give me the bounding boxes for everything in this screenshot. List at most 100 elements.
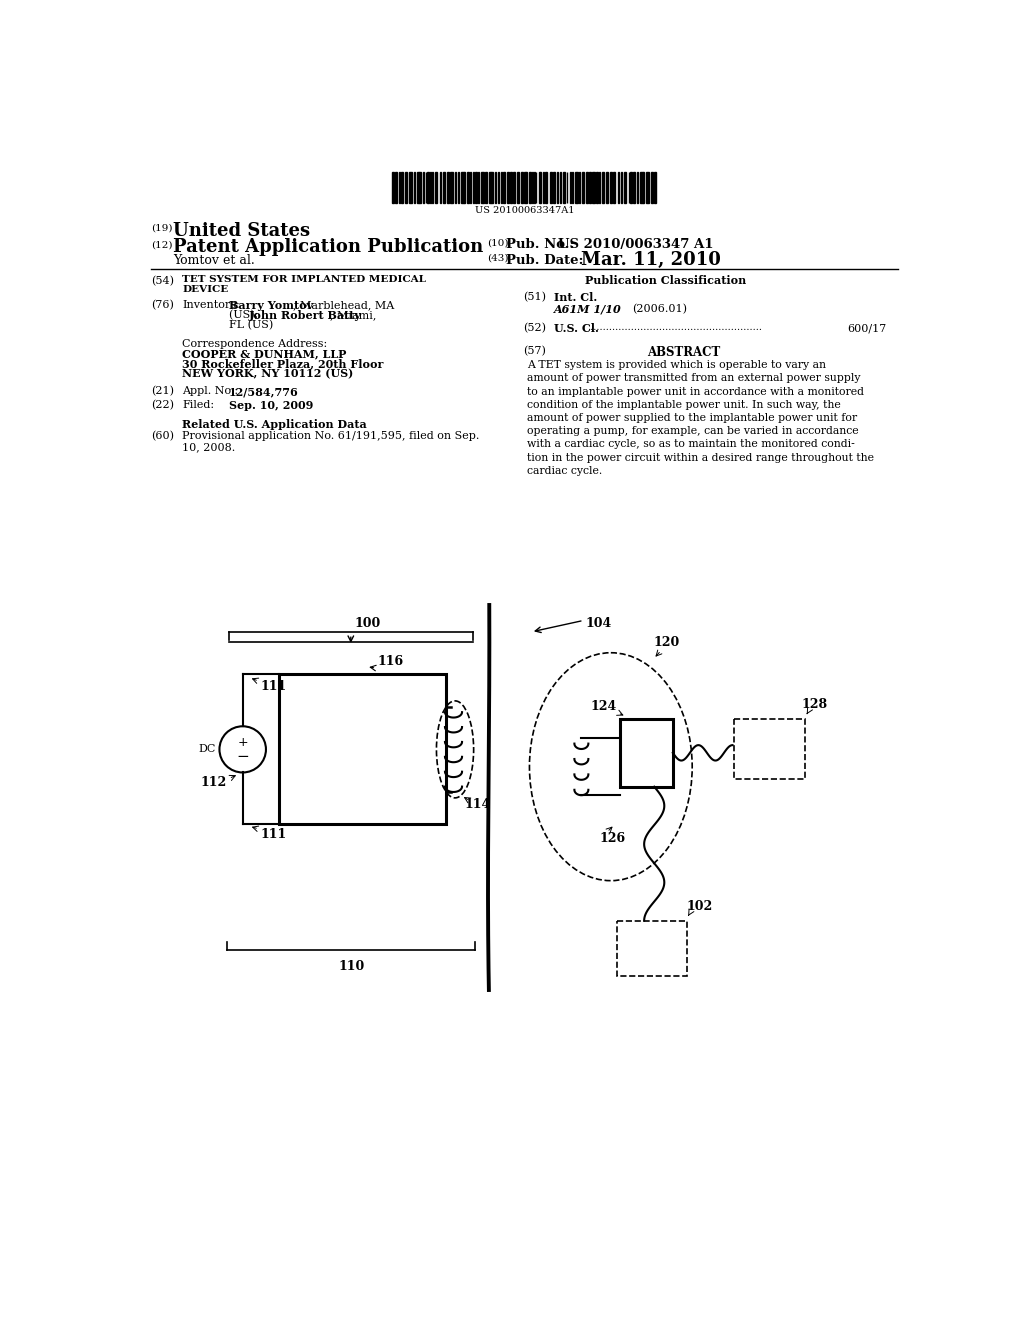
Bar bbox=[473, 172, 474, 203]
Text: A61M 1/10: A61M 1/10 bbox=[554, 304, 622, 315]
Bar bbox=[517, 172, 519, 203]
Text: U.S. Cl.: U.S. Cl. bbox=[554, 323, 599, 334]
Bar bbox=[420, 172, 421, 203]
Text: (21): (21) bbox=[152, 387, 174, 396]
Bar bbox=[470, 172, 471, 203]
Text: 600/17: 600/17 bbox=[847, 323, 887, 333]
Bar bbox=[423, 172, 424, 203]
Bar bbox=[280, 675, 445, 825]
Bar bbox=[439, 172, 441, 203]
Text: Inventors:: Inventors: bbox=[182, 300, 240, 310]
Text: (60): (60) bbox=[152, 430, 174, 441]
Text: 100: 100 bbox=[354, 618, 381, 631]
Text: (19): (19) bbox=[152, 224, 173, 232]
Bar bbox=[610, 172, 612, 203]
Text: DEVICE: DEVICE bbox=[182, 285, 228, 294]
Text: US 2010/0063347 A1: US 2010/0063347 A1 bbox=[558, 239, 714, 252]
Bar bbox=[510, 172, 512, 203]
Text: −: − bbox=[237, 748, 249, 764]
Text: , Marblehead, MA: , Marblehead, MA bbox=[293, 300, 394, 310]
Text: 126: 126 bbox=[599, 832, 626, 845]
Bar bbox=[467, 172, 469, 203]
Bar bbox=[475, 172, 477, 203]
Text: Pub. No.:: Pub. No.: bbox=[506, 239, 574, 252]
Bar bbox=[734, 719, 805, 779]
Text: Appl. No.:: Appl. No.: bbox=[182, 387, 239, 396]
Text: Publication Classification: Publication Classification bbox=[586, 276, 746, 286]
Bar bbox=[545, 172, 547, 203]
Bar bbox=[606, 172, 607, 203]
Bar bbox=[613, 172, 615, 203]
Text: Filed:: Filed: bbox=[182, 400, 214, 411]
Bar bbox=[400, 172, 403, 203]
Bar bbox=[586, 172, 589, 203]
Text: 114: 114 bbox=[464, 797, 490, 810]
Text: ABSTRACT: ABSTRACT bbox=[647, 346, 721, 359]
Text: 30 Rockefeller Plaza, 20th Floor: 30 Rockefeller Plaza, 20th Floor bbox=[182, 359, 384, 370]
Text: John Robert Batty: John Robert Batty bbox=[249, 310, 361, 321]
Text: Yomtov et al.: Yomtov et al. bbox=[173, 253, 255, 267]
Text: (43): (43) bbox=[486, 253, 508, 263]
Bar bbox=[481, 172, 483, 203]
Text: +: + bbox=[238, 737, 248, 748]
Bar bbox=[651, 172, 652, 203]
Text: (54): (54) bbox=[152, 276, 174, 285]
Bar bbox=[404, 172, 407, 203]
Text: ........................................................: ........................................… bbox=[587, 323, 762, 333]
Text: 111: 111 bbox=[260, 829, 287, 841]
Text: (2006.01): (2006.01) bbox=[632, 304, 687, 314]
Bar bbox=[630, 172, 632, 203]
Bar bbox=[477, 172, 479, 203]
Text: 111: 111 bbox=[260, 681, 287, 693]
Bar bbox=[646, 172, 649, 203]
Text: Provisional application No. 61/191,595, filed on Sep.
10, 2008.: Provisional application No. 61/191,595, … bbox=[182, 430, 479, 453]
Bar bbox=[410, 172, 412, 203]
Text: Pub. Date:: Pub. Date: bbox=[506, 253, 584, 267]
Bar bbox=[427, 172, 429, 203]
Text: (US);: (US); bbox=[228, 310, 261, 321]
Bar bbox=[461, 172, 464, 203]
Bar bbox=[528, 172, 531, 203]
Text: (12): (12) bbox=[152, 240, 173, 249]
Text: 102: 102 bbox=[687, 900, 713, 913]
Bar bbox=[492, 172, 493, 203]
Text: US 20100063347A1: US 20100063347A1 bbox=[475, 206, 574, 215]
Text: 128: 128 bbox=[802, 698, 827, 711]
Text: DC: DC bbox=[199, 744, 216, 754]
Bar bbox=[394, 172, 397, 203]
Bar bbox=[443, 172, 445, 203]
Bar bbox=[583, 172, 584, 203]
Text: , Miami,: , Miami, bbox=[330, 310, 376, 319]
Text: (51): (51) bbox=[523, 293, 546, 302]
Text: (22): (22) bbox=[152, 400, 174, 411]
Bar bbox=[489, 172, 490, 203]
Bar bbox=[550, 172, 552, 203]
Bar bbox=[503, 172, 506, 203]
Bar bbox=[521, 172, 523, 203]
Text: Sep. 10, 2009: Sep. 10, 2009 bbox=[228, 400, 313, 412]
Bar bbox=[501, 172, 503, 203]
Bar bbox=[391, 172, 394, 203]
Bar bbox=[633, 172, 635, 203]
Text: (57): (57) bbox=[523, 346, 546, 356]
Text: (52): (52) bbox=[523, 323, 546, 334]
Bar bbox=[563, 172, 565, 203]
Text: 110: 110 bbox=[338, 961, 365, 973]
Bar bbox=[601, 172, 604, 203]
Bar bbox=[575, 172, 578, 203]
Bar bbox=[498, 172, 500, 203]
Text: 112: 112 bbox=[201, 776, 227, 789]
Text: Related U.S. Application Data: Related U.S. Application Data bbox=[182, 420, 367, 430]
Text: United States: United States bbox=[173, 222, 310, 239]
Bar bbox=[624, 172, 627, 203]
Text: TET SYSTEM FOR IMPLANTED MEDICAL: TET SYSTEM FOR IMPLANTED MEDICAL bbox=[182, 276, 426, 284]
Bar bbox=[617, 921, 687, 977]
Text: 104: 104 bbox=[586, 616, 611, 630]
Bar bbox=[589, 172, 592, 203]
Bar bbox=[617, 172, 620, 203]
Bar bbox=[417, 172, 419, 203]
Text: FL (US): FL (US) bbox=[228, 321, 273, 330]
Text: Int. Cl.: Int. Cl. bbox=[554, 293, 597, 304]
Text: (76): (76) bbox=[152, 300, 174, 310]
Bar bbox=[640, 172, 643, 203]
